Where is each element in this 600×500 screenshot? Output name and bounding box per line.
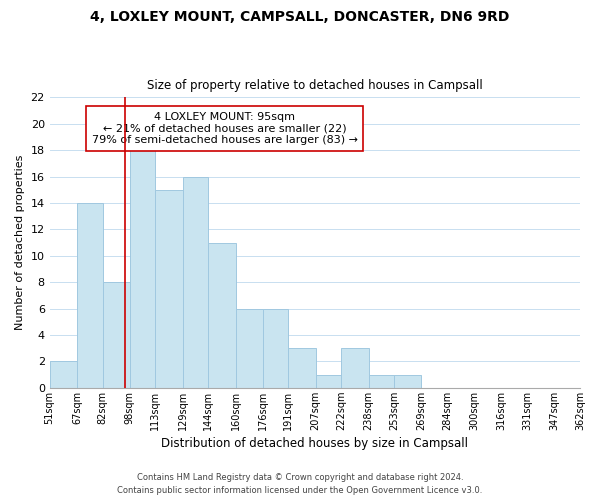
- Bar: [341, 348, 368, 388]
- Bar: [103, 282, 130, 388]
- Text: 4, LOXLEY MOUNT, CAMPSALL, DONCASTER, DN6 9RD: 4, LOXLEY MOUNT, CAMPSALL, DONCASTER, DN…: [91, 10, 509, 24]
- X-axis label: Distribution of detached houses by size in Campsall: Distribution of detached houses by size …: [161, 437, 469, 450]
- Bar: [236, 308, 263, 388]
- Bar: [208, 242, 236, 388]
- Text: Contains HM Land Registry data © Crown copyright and database right 2024.
Contai: Contains HM Land Registry data © Crown c…: [118, 474, 482, 495]
- Bar: [368, 374, 394, 388]
- Bar: [316, 374, 341, 388]
- Text: 4 LOXLEY MOUNT: 95sqm
← 21% of detached houses are smaller (22)
79% of semi-deta: 4 LOXLEY MOUNT: 95sqm ← 21% of detached …: [92, 112, 358, 145]
- Bar: [130, 150, 155, 388]
- Y-axis label: Number of detached properties: Number of detached properties: [15, 155, 25, 330]
- Bar: [289, 348, 316, 388]
- Bar: [77, 203, 103, 388]
- Bar: [263, 308, 289, 388]
- Bar: [394, 374, 421, 388]
- Title: Size of property relative to detached houses in Campsall: Size of property relative to detached ho…: [147, 79, 483, 92]
- Bar: [155, 190, 182, 388]
- Bar: [182, 176, 208, 388]
- Bar: [50, 362, 77, 388]
